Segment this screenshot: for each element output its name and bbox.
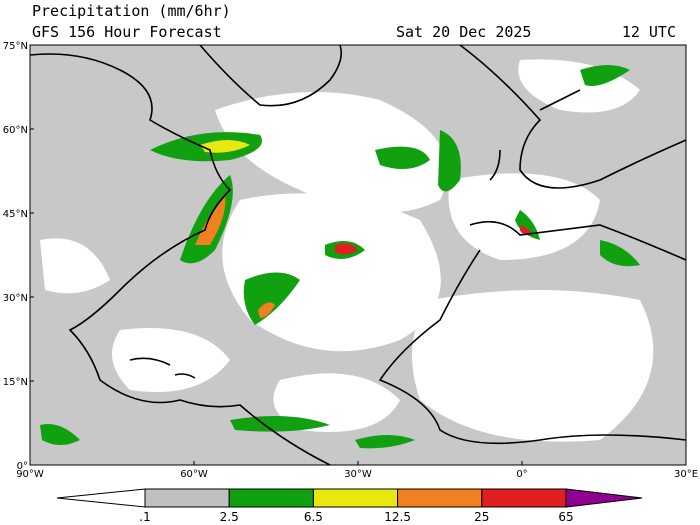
colorbar-segment	[397, 488, 483, 508]
lat-label: 45°N	[3, 209, 28, 220]
map	[29, 44, 687, 466]
valid-time: 12 UTC	[622, 23, 676, 41]
lon-label: 30°W	[344, 469, 372, 480]
colorbar-label: 65	[558, 510, 573, 524]
lat-label: 0°	[17, 461, 28, 472]
subtitle: GFS 156 Hour Forecast	[32, 23, 222, 41]
lat-label: 60°N	[3, 125, 28, 136]
lat-label: 75°N	[3, 41, 28, 52]
coastlines	[29, 44, 687, 466]
colorbar-label: .1	[139, 510, 150, 524]
lon-label: 30°E	[674, 469, 698, 480]
valid-date: Sat 20 Dec 2025	[396, 23, 531, 41]
colorbar-segment	[144, 488, 230, 508]
title: Precipitation (mm/6hr)	[32, 2, 231, 20]
lat-label: 30°N	[3, 293, 28, 304]
colorbar: .1 2.5 6.5 12.5 25 65	[56, 488, 643, 524]
colorbar-arrow-high	[565, 488, 643, 508]
colorbar-segment	[312, 488, 399, 508]
colorbar-label: 6.5	[304, 510, 323, 524]
lon-label: 0°	[516, 469, 527, 480]
colorbar-segment	[481, 488, 567, 508]
lat-label: 15°N	[3, 377, 28, 388]
colorbar-segment	[228, 488, 314, 508]
lat-labels: 75°N 60°N 45°N 30°N 15°N 0°	[3, 41, 34, 472]
lon-label: 90°W	[16, 469, 44, 480]
colorbar-arrow-low	[56, 488, 146, 508]
colorbar-label: 2.5	[220, 510, 239, 524]
lon-labels: 90°W 60°W 30°W 0° 30°E	[16, 461, 698, 480]
dry-areas	[40, 59, 654, 442]
colorbar-label: 25	[474, 510, 489, 524]
colorbar-label: 12.5	[384, 510, 411, 524]
lon-label: 60°W	[180, 469, 208, 480]
precip-heavy	[195, 140, 532, 318]
